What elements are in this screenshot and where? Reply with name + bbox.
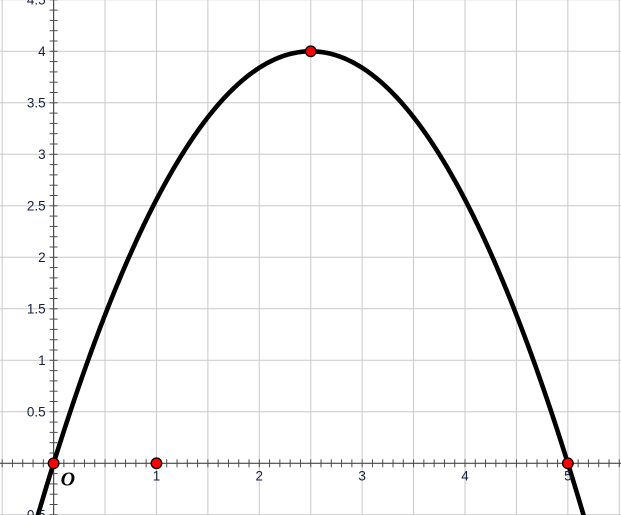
svg-text:2: 2 bbox=[256, 468, 264, 483]
svg-text:1: 1 bbox=[38, 353, 46, 368]
svg-text:4: 4 bbox=[461, 468, 469, 483]
svg-text:2: 2 bbox=[38, 250, 46, 265]
svg-text:O: O bbox=[61, 468, 75, 490]
svg-text:1: 1 bbox=[153, 468, 161, 483]
svg-text:3: 3 bbox=[358, 468, 366, 483]
svg-text:3.5: 3.5 bbox=[27, 95, 46, 110]
svg-text:-0.5: -0.5 bbox=[22, 507, 45, 515]
svg-text:0.5: 0.5 bbox=[27, 404, 46, 419]
svg-text:4.5: 4.5 bbox=[27, 0, 46, 7]
svg-text:1.5: 1.5 bbox=[27, 301, 46, 316]
svg-text:2.5: 2.5 bbox=[27, 198, 46, 213]
svg-text:5: 5 bbox=[564, 468, 572, 483]
svg-text:3: 3 bbox=[38, 147, 46, 162]
svg-text:4: 4 bbox=[38, 44, 46, 59]
